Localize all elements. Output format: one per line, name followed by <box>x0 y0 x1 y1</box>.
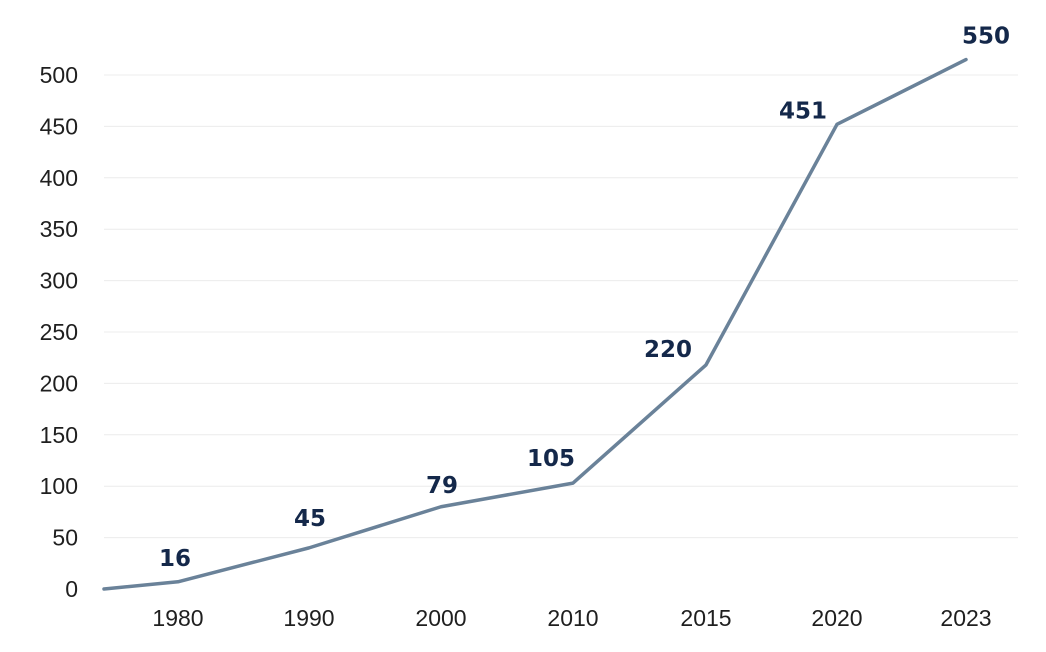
y-tick-label: 150 <box>40 422 78 448</box>
x-tick-label: 2015 <box>680 605 731 631</box>
y-tick-label: 50 <box>52 525 78 551</box>
y-tick-label: 400 <box>40 165 78 191</box>
data-labels: 16 45 79 105 220 451 550 <box>159 24 1010 572</box>
data-label: 45 <box>294 506 326 532</box>
y-tick-label: 250 <box>40 319 78 345</box>
y-tick-label: 200 <box>40 370 78 396</box>
y-tick-label: 350 <box>40 216 78 242</box>
y-tick-label: 500 <box>40 62 78 88</box>
y-tick-label: 300 <box>40 268 78 294</box>
x-tick-label: 2010 <box>547 605 598 631</box>
x-axis-ticks: 1980 1990 2000 2010 2015 2020 2023 <box>152 605 991 631</box>
y-tick-label: 450 <box>40 113 78 139</box>
gridlines <box>104 74 1018 539</box>
x-tick-label: 2000 <box>415 605 466 631</box>
x-tick-label: 2023 <box>940 605 991 631</box>
x-tick-label: 1980 <box>152 605 203 631</box>
x-tick-label: 2020 <box>811 605 862 631</box>
data-label: 550 <box>962 24 1010 50</box>
data-label: 105 <box>527 446 575 472</box>
data-label: 220 <box>644 337 692 363</box>
x-tick-label: 1990 <box>283 605 334 631</box>
series-line <box>102 57 968 591</box>
data-label: 79 <box>426 473 458 499</box>
data-label: 451 <box>779 98 827 124</box>
y-axis-ticks: 0 50 100 150 200 250 300 350 400 450 500 <box>40 62 78 602</box>
data-label: 16 <box>159 546 191 572</box>
y-tick-label: 0 <box>65 576 78 602</box>
y-tick-label: 100 <box>40 473 78 499</box>
